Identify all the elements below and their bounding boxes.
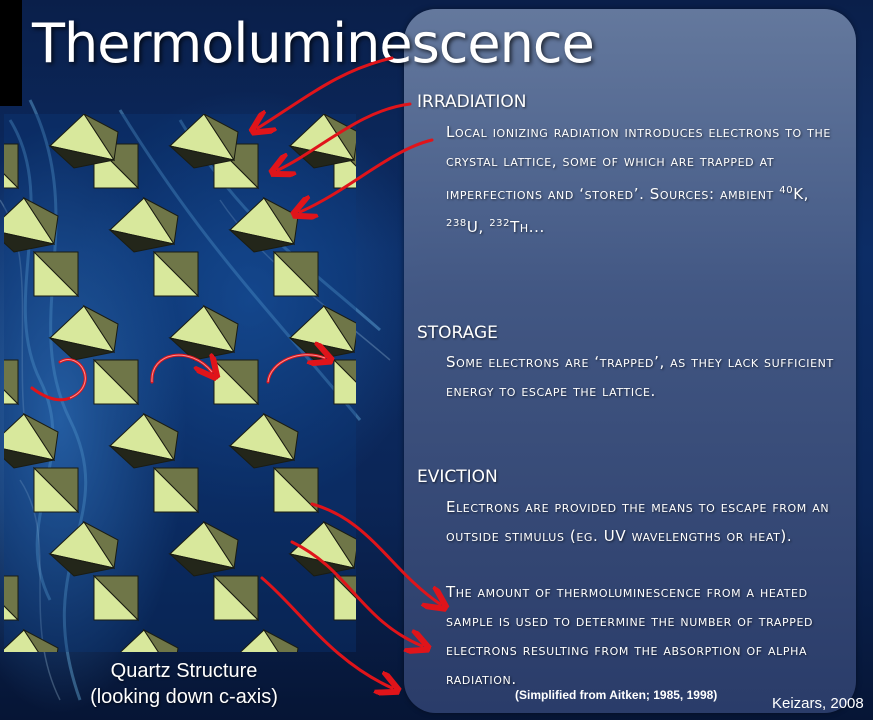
- irradiation-heading: IRRADIATION: [417, 92, 527, 112]
- quartz-lattice-diagram: [4, 114, 356, 652]
- storage-heading: STORAGE: [417, 323, 498, 343]
- isotope-mass-u: 238: [446, 218, 467, 229]
- source-note: (Simplified from Aitken; 1985, 1998): [515, 688, 717, 702]
- storage-body: Some electrons are ‘trapped’, as they la…: [446, 348, 846, 406]
- isotope-symbol-k: K,: [793, 185, 809, 203]
- figure-caption-line2: (looking down c-axis): [54, 686, 314, 709]
- page-title: Thermoluminescence: [32, 12, 594, 75]
- irradiation-text: Local ionizing radiation introduces elec…: [446, 123, 831, 203]
- isotope-symbol-u: U,: [467, 218, 489, 236]
- isotope-mass-th: 232: [489, 218, 510, 229]
- isotope-mass-k: 40: [779, 185, 793, 196]
- black-corner-block: [0, 0, 22, 106]
- figure-caption-line1: Quartz Structure: [54, 660, 314, 683]
- eviction-body-1: Electrons are provided the means to esca…: [446, 493, 846, 551]
- eviction-body-2: The amount of thermoluminescence from a …: [446, 578, 846, 694]
- irradiation-body: Local ionizing radiation introduces elec…: [446, 118, 846, 242]
- isotope-symbol-th: Th...: [510, 218, 545, 236]
- eviction-heading: EVICTION: [417, 467, 498, 487]
- credit: Keizars, 2008: [772, 695, 864, 712]
